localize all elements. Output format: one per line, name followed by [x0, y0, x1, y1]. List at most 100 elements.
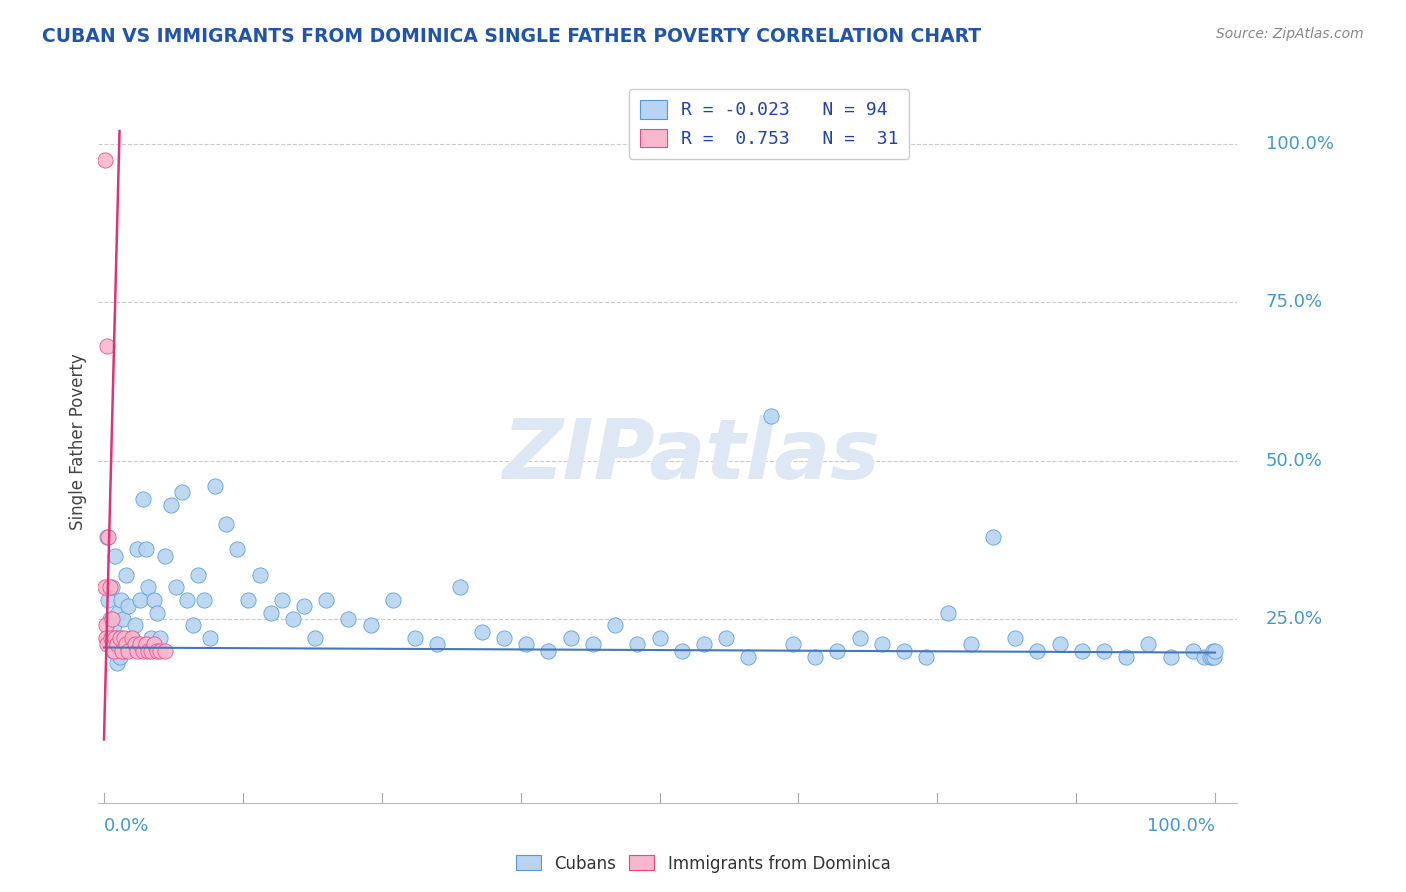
Point: [107, 606, 129, 620]
Point: [870, 637, 893, 651]
Point: [187, 567, 209, 582]
Point: [127, 542, 149, 557]
Point: [1192, 650, 1215, 665]
Point: [138, 580, 160, 594]
Point: [259, 606, 281, 620]
Point: [1004, 631, 1026, 645]
Point: [121, 631, 143, 645]
Point: [96, 631, 118, 645]
Point: [560, 631, 582, 645]
Point: [159, 498, 181, 512]
Point: [153, 643, 176, 657]
Point: [449, 580, 471, 594]
Text: 100.0%: 100.0%: [1265, 135, 1334, 153]
Point: [135, 542, 157, 557]
Point: [827, 643, 849, 657]
Point: [132, 643, 155, 657]
Point: [238, 593, 260, 607]
Point: [804, 650, 827, 665]
Point: [204, 479, 226, 493]
Point: [170, 485, 193, 500]
Point: [671, 643, 693, 657]
Point: [108, 631, 131, 645]
Point: [1198, 650, 1220, 665]
Text: Source: ZipAtlas.com: Source: ZipAtlas.com: [1216, 27, 1364, 41]
Point: [100, 631, 122, 645]
Point: [104, 631, 127, 645]
Point: [782, 637, 804, 651]
Point: [143, 637, 166, 651]
Point: [1092, 643, 1115, 657]
Legend: Cubans, Immigrants from Dominica: Cubans, Immigrants from Dominica: [509, 848, 897, 880]
Point: [1137, 637, 1160, 651]
Point: [304, 631, 326, 645]
Text: 75.0%: 75.0%: [1265, 293, 1323, 311]
Text: 50.0%: 50.0%: [1265, 451, 1323, 469]
Point: [112, 631, 135, 645]
Point: [648, 631, 671, 645]
Point: [132, 491, 155, 506]
Point: [1026, 643, 1049, 657]
Point: [270, 593, 292, 607]
Point: [1202, 650, 1225, 665]
Point: [492, 631, 515, 645]
Point: [153, 549, 176, 563]
Point: [103, 618, 125, 632]
Point: [105, 637, 128, 651]
Point: [112, 643, 135, 657]
Point: [292, 599, 315, 614]
Point: [100, 612, 122, 626]
Point: [128, 637, 150, 651]
Legend: R = -0.023   N = 94, R =  0.753   N =  31: R = -0.023 N = 94, R = 0.753 N = 31: [628, 89, 910, 159]
Point: [215, 516, 238, 531]
Point: [626, 637, 648, 651]
Point: [98, 612, 121, 626]
Point: [315, 593, 337, 607]
Point: [148, 643, 170, 657]
Point: [121, 631, 143, 645]
Point: [360, 618, 382, 632]
Point: [139, 631, 162, 645]
Point: [537, 643, 560, 657]
Point: [143, 593, 166, 607]
Text: CUBAN VS IMMIGRANTS FROM DOMINICA SINGLE FATHER POVERTY CORRELATION CHART: CUBAN VS IMMIGRANTS FROM DOMINICA SINGLE…: [42, 27, 981, 45]
Point: [759, 409, 782, 424]
Point: [193, 593, 215, 607]
Point: [938, 606, 960, 620]
Point: [981, 530, 1004, 544]
Point: [146, 606, 169, 620]
Point: [138, 643, 160, 657]
Point: [404, 631, 426, 645]
Point: [94, 580, 117, 594]
Point: [603, 618, 626, 632]
Point: [1204, 643, 1226, 657]
Point: [1201, 650, 1223, 665]
Point: [111, 643, 134, 657]
Point: [111, 631, 134, 645]
Point: [124, 637, 146, 651]
Point: [1202, 643, 1225, 657]
Point: [249, 567, 271, 582]
Point: [105, 631, 128, 645]
Point: [959, 637, 981, 651]
Point: [471, 624, 494, 639]
Point: [176, 593, 198, 607]
Point: [146, 643, 169, 657]
Point: [127, 643, 149, 657]
Point: [426, 637, 449, 651]
Point: [115, 637, 138, 651]
Text: 25.0%: 25.0%: [1265, 610, 1323, 628]
Point: [148, 631, 170, 645]
Point: [104, 549, 127, 563]
Text: ZIPatlas: ZIPatlas: [502, 416, 880, 497]
Point: [108, 650, 131, 665]
Point: [103, 643, 125, 657]
Point: [1049, 637, 1071, 651]
Point: [198, 631, 221, 645]
Point: [100, 580, 122, 594]
Point: [115, 567, 138, 582]
Point: [117, 599, 139, 614]
Point: [101, 643, 124, 657]
Point: [737, 650, 759, 665]
Point: [165, 580, 187, 594]
